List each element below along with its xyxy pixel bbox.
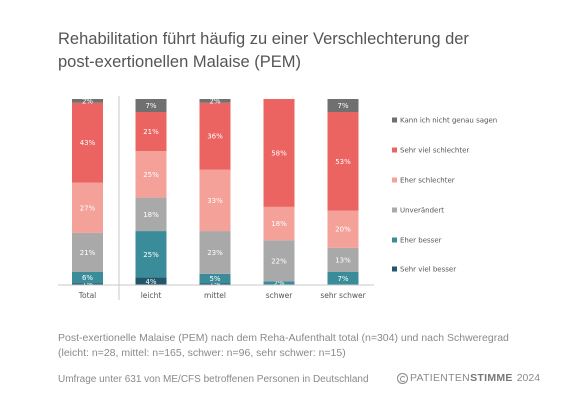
legend-swatch bbox=[392, 117, 397, 123]
x-axis-labels: Total leicht mittel schwer sehr schwer bbox=[78, 291, 367, 300]
bar-segment bbox=[135, 231, 167, 278]
data-label: 27% bbox=[80, 204, 96, 212]
legend-label: Eher besser bbox=[400, 237, 442, 245]
brand-logo: PATIENTEN STIMME 2024 bbox=[397, 372, 540, 384]
bar-segment bbox=[72, 99, 103, 103]
bar-segment bbox=[327, 247, 359, 272]
data-label: 43% bbox=[80, 139, 96, 147]
data-label: 21% bbox=[80, 249, 96, 257]
bar-segment bbox=[199, 231, 231, 274]
data-label: 23% bbox=[207, 249, 223, 257]
x-tick-label: Total bbox=[78, 291, 97, 300]
bar-segment bbox=[199, 99, 231, 103]
bar-segment bbox=[263, 240, 295, 282]
chart-title: Rehabilitation führt häufig zu einer Ver… bbox=[58, 30, 469, 71]
x-tick-label: schwer bbox=[266, 291, 294, 300]
bar-segment bbox=[72, 232, 103, 272]
data-label: 2% bbox=[82, 97, 93, 105]
x-tick-label: leicht bbox=[141, 291, 162, 300]
x-tick-label: mittel bbox=[204, 291, 226, 300]
data-label: 18% bbox=[143, 211, 159, 219]
legend-label: Kann ich nicht genau sagen bbox=[400, 117, 497, 125]
data-label: 4% bbox=[145, 278, 156, 286]
brand-year: 2024 bbox=[516, 372, 541, 384]
data-label: 36% bbox=[207, 133, 223, 141]
legend-swatch bbox=[392, 147, 397, 153]
bar-segment bbox=[72, 102, 103, 183]
legend-swatch bbox=[392, 177, 397, 183]
legend-label: Eher schlechter bbox=[400, 177, 455, 185]
bar-segment bbox=[135, 151, 167, 198]
legend-swatch bbox=[392, 266, 397, 272]
data-label: 25% bbox=[143, 171, 159, 179]
data-label: 2% bbox=[209, 97, 220, 105]
legend-label: Sehr viel schlechter bbox=[400, 147, 469, 155]
data-label: 13% bbox=[335, 256, 351, 264]
data-label: 2% bbox=[273, 280, 284, 288]
chart-caption: Post-exertionelle Malaise (PEM) nach dem… bbox=[58, 332, 509, 359]
data-label: 18% bbox=[271, 220, 287, 228]
bar-segment bbox=[199, 273, 231, 284]
survey-footer: Umfrage unter 631 von ME/CFS betroffenen… bbox=[58, 374, 369, 385]
bar-segment bbox=[72, 283, 103, 285]
bar-segment bbox=[72, 182, 103, 233]
data-label: 20% bbox=[335, 226, 351, 234]
data-label: 22% bbox=[271, 257, 287, 265]
data-label: 5% bbox=[209, 275, 220, 283]
bar-segment bbox=[263, 281, 295, 285]
data-label: 25% bbox=[143, 251, 159, 259]
bars-group: 1%6%21%27%43%2%4%25%18%25%21%7%1%5%23%33… bbox=[72, 97, 359, 289]
brand-part-1: PATIENTEN bbox=[410, 372, 471, 384]
data-label: 7% bbox=[337, 102, 348, 110]
bar-segment bbox=[135, 277, 167, 285]
data-label: 33% bbox=[207, 197, 223, 205]
bar-segment bbox=[199, 283, 231, 285]
data-label: 6% bbox=[82, 274, 93, 282]
bar-segment bbox=[327, 99, 359, 113]
legend-swatch bbox=[392, 237, 397, 243]
brand-part-2: STIMME bbox=[470, 372, 513, 384]
x-tick-label: sehr schwer bbox=[320, 291, 366, 300]
legend: Kann ich nicht genau sagen Sehr viel schl… bbox=[392, 117, 497, 274]
data-label: 21% bbox=[143, 128, 159, 136]
legend-label: Unverändert bbox=[400, 207, 444, 215]
data-label: 53% bbox=[335, 158, 351, 166]
bar-segment bbox=[135, 112, 167, 152]
bar-segment bbox=[327, 210, 359, 248]
bar-segment bbox=[199, 102, 231, 170]
bar-segment bbox=[135, 99, 167, 113]
bar-segment bbox=[263, 206, 295, 241]
bar-segment bbox=[72, 271, 103, 284]
bar-segment bbox=[263, 99, 295, 207]
copyright-icon bbox=[397, 372, 408, 384]
data-label: 7% bbox=[337, 275, 348, 283]
data-label: 7% bbox=[145, 102, 156, 110]
legend-label: Sehr viel besser bbox=[400, 266, 456, 274]
bar-segment bbox=[327, 271, 359, 285]
bar-segment bbox=[327, 112, 359, 211]
legend-swatch bbox=[392, 207, 397, 213]
bar-segment bbox=[135, 197, 167, 232]
data-label: 58% bbox=[271, 149, 287, 157]
bar-segment bbox=[199, 169, 231, 232]
